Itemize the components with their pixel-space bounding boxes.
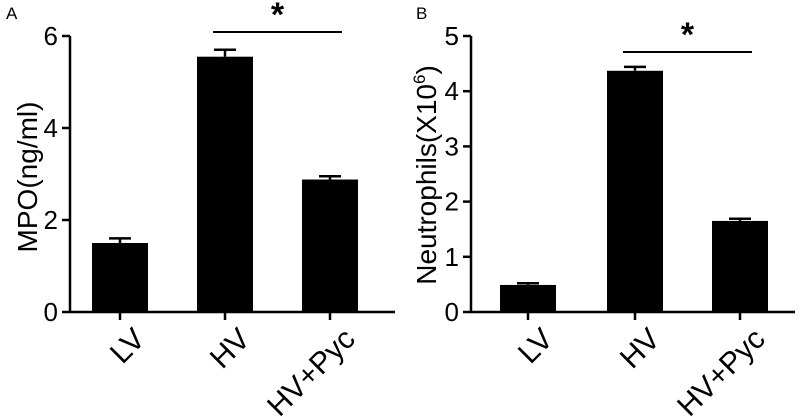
panel-b-y-tick-label: 5 xyxy=(445,21,459,51)
panel-a-y-tick-label: 0 xyxy=(44,297,58,327)
panel-a-category-label: HV+Pyc xyxy=(261,322,362,417)
panel-a-bar-hv xyxy=(197,56,253,313)
panel-a-bar-lv xyxy=(92,243,148,312)
panel-a-significance-star: * xyxy=(271,0,285,34)
panel-b-y-axis-title-exponent: 6 xyxy=(410,75,429,84)
panel-a-category-label: HV xyxy=(204,322,257,375)
panel-b-category-label: LV xyxy=(512,322,560,370)
panel-a-bar-hv-pyc xyxy=(302,179,358,312)
panel-b-bar-hv-pyc xyxy=(712,220,768,312)
panel-b-significance-star: * xyxy=(681,16,695,54)
panel-b-chart: B Neutrophils(X106) 0 1 2 3 4 5 LV HV HV+Pyc * xyxy=(410,4,795,417)
panel-a-y-tick-label: 2 xyxy=(44,205,58,235)
panel-b-y-axis-title-main: Neutrophils(X10 xyxy=(411,84,442,285)
panel-a-category-label: LV xyxy=(104,322,152,370)
panel-b-category-label: HV xyxy=(614,322,667,375)
panel-b-bar-hv xyxy=(607,70,663,312)
panel-a-y-tick-label: 4 xyxy=(44,113,58,143)
panel-a-y-axis-title: MPO(ng/ml) xyxy=(12,102,43,253)
panel-b-y-tick-label: 0 xyxy=(445,297,459,327)
panel-a-letter: A xyxy=(6,4,18,23)
panel-b-bar-lv xyxy=(500,284,556,312)
panel-b-y-tick-label: 2 xyxy=(445,187,459,217)
panel-b-y-axis-title-close: ) xyxy=(411,65,442,74)
panel-b-y-tick-label: 3 xyxy=(445,131,459,161)
panel-b-y-axis-title: Neutrophils(X106) xyxy=(410,65,442,285)
panel-a-chart: A MPO(ng/ml) 0 2 4 6 LV HV HV+Pyc * xyxy=(6,0,395,417)
panel-a-y-tick-label: 6 xyxy=(44,21,58,51)
panel-b-category-label: HV+Pyc xyxy=(671,322,772,417)
panel-b-letter: B xyxy=(416,4,427,23)
panel-b-y-tick-label: 1 xyxy=(445,242,459,272)
panel-b-y-tick-label: 4 xyxy=(445,76,459,106)
